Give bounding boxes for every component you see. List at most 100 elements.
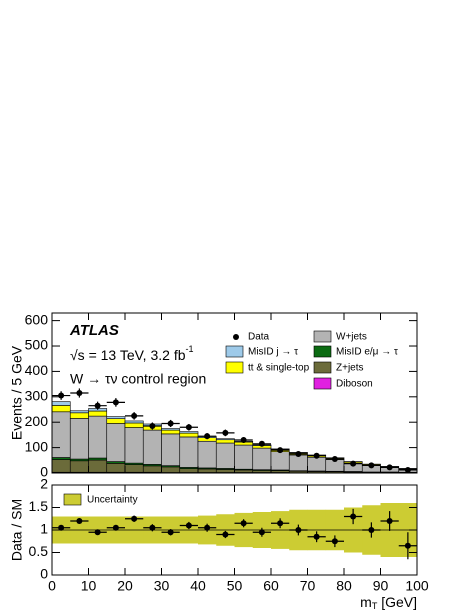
data-point xyxy=(240,436,247,443)
ratio-point xyxy=(94,529,101,536)
x-label-sub: T xyxy=(372,601,378,611)
stack-segment xyxy=(215,439,235,444)
stack-segment xyxy=(179,432,199,438)
data-point xyxy=(277,447,284,454)
ratio-point xyxy=(240,520,247,527)
x-tick-label: 20 xyxy=(117,578,133,594)
stack-segment xyxy=(161,429,181,435)
stack-segment xyxy=(215,469,235,473)
y-tick-label: 0.5 xyxy=(29,543,49,559)
y-tick-label: 200 xyxy=(25,413,49,429)
x-tick-label: 80 xyxy=(336,578,352,594)
data-point xyxy=(131,412,138,419)
stack-segment xyxy=(51,459,71,473)
ratio-y-axis-label: Data / SM xyxy=(9,499,25,561)
stack-segment xyxy=(270,451,290,471)
ratio-point xyxy=(258,529,265,536)
stack-segment xyxy=(142,465,162,473)
x-label-unit: [GeV] xyxy=(377,594,417,610)
stack-segment xyxy=(106,463,126,473)
legend-label: Data xyxy=(248,332,270,343)
stack-segment xyxy=(69,412,89,419)
x-tick-label: 100 xyxy=(405,578,429,594)
y-tick-label: 1.5 xyxy=(29,498,49,514)
ratio-point xyxy=(58,524,65,531)
stack-segment xyxy=(161,428,181,431)
ratio-point xyxy=(368,527,375,533)
data-point xyxy=(58,392,65,399)
x-tick-label: 0 xyxy=(48,578,56,594)
ratio-point xyxy=(167,529,174,536)
stack-segment xyxy=(124,427,144,464)
stack-segment xyxy=(179,431,199,434)
y-tick-label: 600 xyxy=(25,311,49,327)
stack-segment xyxy=(124,464,144,473)
ratio-point xyxy=(185,522,192,529)
data-point xyxy=(204,433,211,440)
legend-swatch xyxy=(313,330,332,343)
stack-segment xyxy=(234,444,254,470)
data-point xyxy=(112,399,119,406)
stack-segment xyxy=(215,442,235,469)
data-point xyxy=(295,450,302,457)
stack-segment xyxy=(51,401,71,406)
legend-swatch xyxy=(313,361,332,374)
data-point xyxy=(222,429,229,436)
x-tick-label: 10 xyxy=(81,578,97,594)
region-label: W → τν control region xyxy=(70,371,206,387)
data-point xyxy=(404,466,411,473)
plot-frame xyxy=(51,312,418,474)
data-point xyxy=(350,460,357,467)
legend-swatch xyxy=(225,361,244,374)
data-point xyxy=(149,423,156,430)
ratio-point xyxy=(386,518,393,524)
experiment-label: ATLAS xyxy=(69,322,119,339)
ratio-point xyxy=(277,520,284,527)
ratio-point xyxy=(404,542,411,549)
stack-segment xyxy=(215,438,235,441)
legend-label: MisID j → τ xyxy=(248,347,298,358)
stack-segment xyxy=(106,423,126,462)
x-axis-label: mT [GeV] xyxy=(360,594,417,612)
y-tick-label: 2 xyxy=(40,476,48,492)
stack-segment xyxy=(179,436,199,468)
ratio-point xyxy=(76,518,83,524)
data-point xyxy=(313,452,320,459)
y-tick-label: 500 xyxy=(25,337,49,353)
x-tick-label: 70 xyxy=(300,578,316,594)
stack-segment xyxy=(197,468,217,473)
data-point xyxy=(386,464,393,471)
data-point xyxy=(185,424,192,431)
stack-segment xyxy=(142,429,162,465)
stack-segment xyxy=(51,411,71,458)
stack-segment xyxy=(252,447,272,470)
x-tick-label: 30 xyxy=(154,578,170,594)
energy-text: √s = 13 TeV, 3.2 fb xyxy=(70,347,186,363)
legend-label: Diboson xyxy=(336,379,373,390)
legend-swatch xyxy=(225,345,244,358)
legend-swatch xyxy=(63,493,82,506)
y-tick-label: 0 xyxy=(40,464,48,480)
stack-segment xyxy=(161,433,181,466)
stack-segment xyxy=(106,416,126,419)
ratio-point xyxy=(222,531,229,538)
stack-segment xyxy=(69,410,89,414)
x-tick-label: 90 xyxy=(373,578,389,594)
y-tick-label: 300 xyxy=(25,388,49,404)
energy-label: √s = 13 TeV, 3.2 fb-1 xyxy=(70,344,194,362)
legend-label: tt & single-top xyxy=(248,363,310,374)
stack-segment xyxy=(106,418,126,424)
data-point xyxy=(94,402,101,409)
data-point xyxy=(167,420,174,427)
y-axis-label: Events / 5 GeV xyxy=(9,345,25,440)
stack-segment xyxy=(288,454,308,472)
legend-marker xyxy=(233,334,239,340)
y-tick-label: 1 xyxy=(40,521,48,537)
ratio-point xyxy=(149,524,156,531)
stack-segment xyxy=(88,459,108,473)
stack-segment xyxy=(197,440,217,469)
legend-label: Z+jets xyxy=(336,363,364,374)
y-tick-label: 0 xyxy=(40,566,48,582)
stack-segment xyxy=(252,470,272,473)
x-tick-label: 40 xyxy=(190,578,206,594)
